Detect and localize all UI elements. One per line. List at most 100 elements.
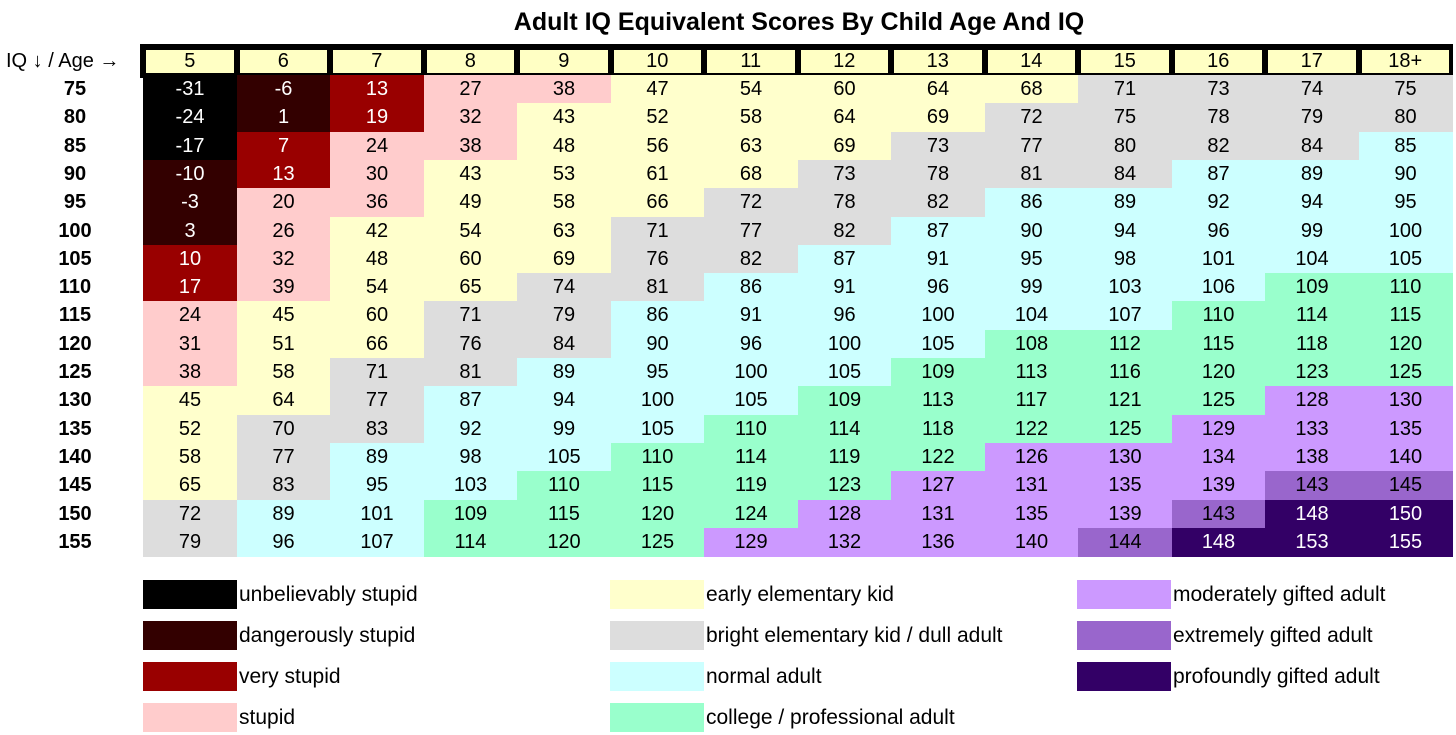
score-cell-r5-c0: 3: [143, 216, 237, 246]
score-cell-r16-c4: 120: [517, 527, 611, 557]
score-cell-r3-c6: 68: [704, 159, 798, 189]
score-cell-r6-c7: 87: [797, 244, 892, 274]
score-cell-r5-c12: 99: [1265, 216, 1359, 246]
score-cell-r4-c10: 89: [1078, 188, 1172, 217]
score-cell-r6-c12: 104: [1265, 244, 1359, 274]
score-cell-r0-c5: 47: [610, 75, 705, 104]
score-cell-r3-c5: 61: [610, 159, 705, 189]
iq-row-label-2: 85: [63, 134, 87, 157]
score-cell-r11-c12: 128: [1265, 386, 1359, 416]
score-cell-r0-c13: 75: [1358, 75, 1453, 104]
score-cell-r1-c9: 72: [984, 103, 1079, 133]
iq-row-label-10: 125: [58, 361, 92, 383]
legend-label-9: extremely gifted adult: [1173, 624, 1373, 647]
score-cell-r2-c13: 85: [1358, 131, 1453, 161]
score-cell-r13-c11: 134: [1171, 442, 1266, 472]
score-cell-r16-c3: 114: [423, 527, 518, 557]
score-cell-r8-c3: 71: [423, 301, 518, 331]
score-cell-r6-c11: 101: [1171, 244, 1266, 274]
score-cell-r6-c6: 82: [704, 244, 798, 274]
score-cell-r8-c1: 45: [236, 301, 331, 331]
score-cell-r4-c0: -3: [143, 188, 237, 217]
score-cell-r4-c2: 36: [330, 188, 424, 217]
score-cell-r8-c13: 115: [1358, 301, 1453, 331]
score-cell-r12-c10: 125: [1078, 414, 1172, 444]
score-cell-r0-c9: 68: [984, 75, 1079, 104]
score-cell-r8-c0: 24: [143, 301, 237, 331]
score-cell-r12-c1: 70: [236, 414, 331, 444]
score-cell-r11-c0: 45: [143, 386, 237, 416]
score-cell-r5-c3: 54: [423, 216, 518, 246]
score-cell-r13-c12: 138: [1265, 442, 1359, 472]
score-cell-r8-c4: 79: [517, 301, 611, 331]
score-cell-r11-c11: 125: [1171, 386, 1266, 416]
score-cell-r7-c2: 54: [330, 273, 424, 302]
score-cell-r5-c6: 77: [704, 216, 798, 246]
score-cell-r14-c3: 103: [423, 471, 518, 500]
score-cell-r2-c12: 84: [1265, 131, 1359, 161]
iq-row-label-3: 90: [63, 162, 87, 185]
age-header-12: 17: [1268, 50, 1356, 73]
score-cell-r1-c7: 64: [797, 103, 892, 133]
score-cell-r2-c0: -17: [143, 131, 237, 161]
score-cell-r4-c11: 92: [1171, 188, 1266, 217]
score-cell-r16-c7: 132: [797, 527, 892, 557]
score-cell-r5-c7: 82: [797, 216, 892, 246]
score-cell-r11-c13: 130: [1358, 386, 1453, 416]
score-cell-r2-c1: 7: [236, 131, 331, 161]
score-cell-r9-c10: 112: [1078, 329, 1172, 359]
iq-row-label-6: 105: [58, 247, 92, 270]
score-cell-r0-c7: 60: [797, 75, 892, 104]
score-cell-r3-c4: 53: [517, 159, 611, 189]
score-cell-r15-c4: 115: [517, 499, 611, 529]
score-cell-r4-c6: 72: [704, 188, 798, 217]
score-cell-r15-c9: 135: [984, 499, 1079, 529]
legend-swatch-10: [1077, 662, 1171, 691]
score-cell-r1-c1: 1: [236, 103, 331, 133]
score-cell-r15-c7: 128: [797, 499, 892, 529]
score-cell-r3-c13: 90: [1358, 159, 1453, 189]
iq-row-label-14: 145: [58, 474, 92, 497]
legend-swatch-2: [143, 662, 237, 691]
score-cell-r3-c10: 84: [1078, 159, 1172, 189]
score-cell-r11-c4: 94: [517, 386, 611, 416]
score-cell-r5-c13: 100: [1358, 216, 1453, 246]
score-cell-r14-c8: 127: [891, 471, 985, 500]
score-cell-r9-c6: 96: [704, 329, 798, 359]
score-cell-r10-c5: 95: [610, 358, 705, 387]
score-cell-r13-c3: 98: [423, 442, 518, 472]
score-cell-r13-c5: 110: [610, 442, 705, 472]
age-header-3: 8: [426, 50, 514, 73]
score-cell-r16-c11: 148: [1171, 527, 1266, 557]
score-cell-r15-c10: 139: [1078, 499, 1172, 529]
score-cell-r6-c3: 60: [423, 244, 518, 274]
score-cell-r12-c9: 122: [984, 414, 1079, 444]
score-cell-r5-c5: 71: [610, 216, 705, 246]
score-cell-r9-c5: 90: [610, 329, 705, 359]
score-cell-r5-c4: 63: [517, 216, 611, 246]
score-cell-r12-c11: 129: [1171, 414, 1266, 444]
score-cell-r14-c5: 115: [610, 471, 705, 500]
score-cell-r4-c12: 94: [1265, 188, 1359, 217]
score-cell-r8-c12: 114: [1265, 301, 1359, 331]
score-cell-r6-c2: 48: [330, 244, 424, 274]
score-cell-r15-c6: 124: [704, 499, 798, 529]
score-cell-r14-c11: 139: [1171, 471, 1266, 500]
score-cell-r2-c10: 80: [1078, 131, 1172, 161]
age-header-5: 10: [613, 50, 701, 73]
score-cell-r8-c10: 107: [1078, 301, 1172, 331]
score-cell-r0-c4: 38: [517, 75, 611, 104]
score-cell-r12-c2: 83: [330, 414, 424, 444]
score-cell-r11-c8: 113: [891, 386, 985, 416]
score-cell-r9-c1: 51: [236, 329, 331, 359]
legend-swatch-3: [143, 703, 237, 732]
score-cell-r0-c0: -31: [143, 75, 237, 104]
score-cell-r11-c3: 87: [423, 386, 518, 416]
score-cell-r16-c6: 129: [704, 527, 798, 557]
iq-row-label-16: 155: [58, 530, 92, 553]
score-cell-r9-c4: 84: [517, 329, 611, 359]
score-cell-r2-c7: 69: [797, 131, 892, 161]
score-cell-r16-c0: 79: [143, 527, 237, 557]
score-cell-r1-c6: 58: [704, 103, 798, 133]
score-cell-r9-c13: 120: [1358, 329, 1453, 359]
